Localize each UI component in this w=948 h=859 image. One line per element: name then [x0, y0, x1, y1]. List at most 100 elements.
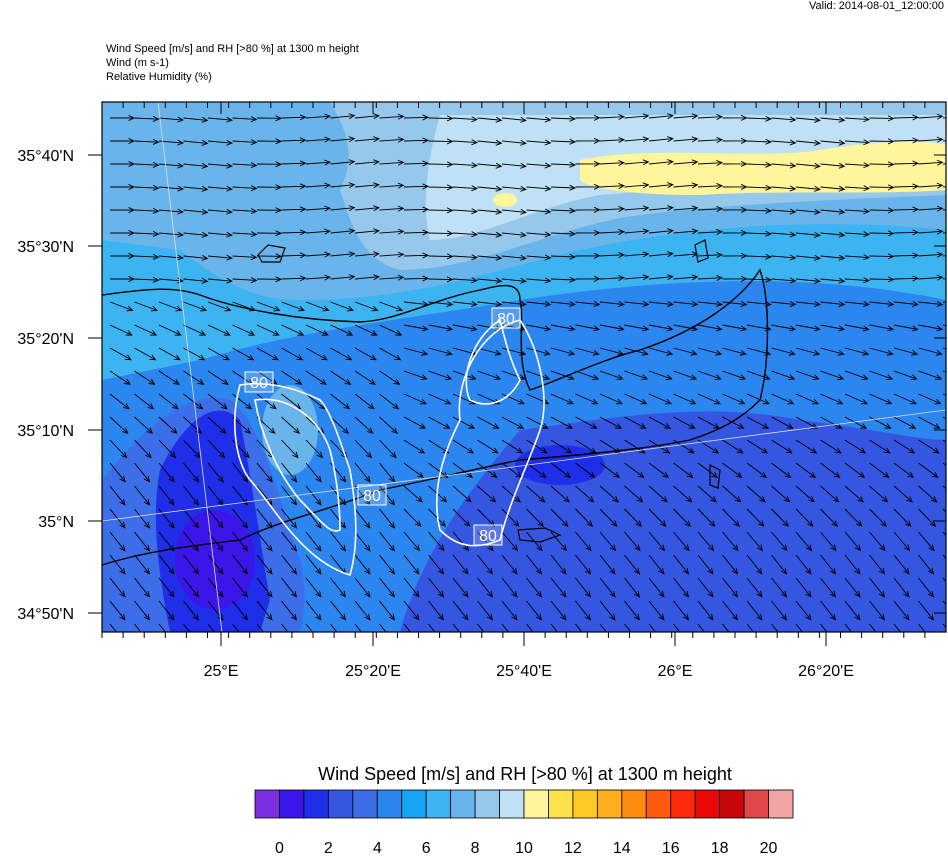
wind-arrow: [599, 275, 626, 281]
wind-arrow: [110, 184, 136, 190]
wind-arrow: [648, 439, 671, 454]
wind-arrow: [550, 115, 577, 122]
wind-arrow: [746, 115, 773, 122]
wind-arrow: [575, 252, 601, 259]
wind-arrow: [624, 462, 645, 479]
wind-arrow: [795, 116, 821, 123]
wind-arrow: [379, 324, 403, 336]
wind-arrow: [575, 114, 601, 121]
wind-arrow: [697, 531, 715, 552]
contour-label-box: [473, 524, 503, 546]
lat-label: 35°10'N: [17, 423, 74, 440]
wind-arrow: [158, 185, 184, 192]
wind-arrow: [869, 161, 895, 168]
wind-arrow: [575, 393, 599, 405]
wind-arrow: [575, 275, 601, 282]
wind-arrow: [673, 274, 699, 281]
wind-arrow: [673, 393, 697, 405]
wind-arrow: [158, 116, 184, 123]
wind-arrow: [379, 439, 397, 459]
wind-arrow: [575, 137, 601, 144]
wind-arrow: [526, 185, 552, 192]
wind-arrow: [330, 159, 356, 166]
wind-arrow: [893, 206, 920, 213]
wind-arrow: [305, 370, 327, 385]
wind-arrow: [844, 254, 870, 261]
wind-arrow: [110, 276, 136, 282]
wind-arrow: [281, 347, 304, 361]
wind-arrow: [183, 139, 209, 146]
contour-label-box: [491, 307, 521, 329]
wind-arrow: [575, 462, 596, 479]
colorbar-title: Wind Speed [m/s] and RH [>80 %] at 1300 …: [318, 764, 732, 784]
wind-arrow: [305, 182, 331, 189]
wind-arrow: [550, 347, 576, 356]
wind-arrow: [648, 531, 666, 552]
contour-label-box: [357, 484, 387, 506]
wind-arrow: [354, 370, 376, 385]
wind-arrow: [673, 554, 690, 575]
wind-arrow: [183, 162, 209, 169]
wind-arrow: [820, 508, 839, 527]
wind-arrow: [158, 231, 184, 238]
wind-arrow: [403, 623, 411, 632]
wind-arrow: [354, 439, 373, 459]
wind-arrow: [893, 301, 919, 307]
field: [262, 385, 318, 475]
wind-arrow: [232, 531, 249, 552]
wind-arrow: [403, 206, 430, 213]
wind-arrow: [403, 183, 430, 190]
wind-arrow: [673, 228, 699, 235]
colorbar-box: [572, 789, 598, 819]
wind-arrow: [477, 116, 503, 123]
wind-arrow: [550, 138, 577, 145]
header-line: Relative Humidity (%): [106, 71, 212, 83]
wind-arrow: [918, 508, 937, 527]
wind-arrow: [820, 208, 846, 215]
wind-arrow: [477, 277, 503, 284]
wind-arrow: [109, 301, 134, 312]
wind-arrow: [403, 485, 423, 503]
colorbar-box: [352, 789, 378, 819]
wind-arrow: [281, 416, 301, 434]
wind-arrow: [354, 531, 371, 552]
wind-arrow: [893, 439, 916, 454]
wind-arrow: [771, 324, 797, 332]
wind-arrow: [771, 185, 797, 192]
wind-arrow: [232, 277, 258, 284]
wind-arrow: [183, 208, 209, 215]
wind-arrow: [550, 462, 572, 479]
wind-arrow: [648, 485, 668, 503]
colorbar-box: [694, 789, 721, 819]
wind-arrow: [820, 554, 837, 575]
wind-arrow: [403, 554, 420, 575]
contour-label: 80: [363, 488, 381, 505]
wind-arrow: [379, 462, 396, 483]
wind-arrow: [158, 347, 181, 361]
colorbar-box: [645, 789, 672, 819]
wind-arrow: [428, 324, 454, 332]
wind-arrow: [746, 276, 773, 283]
wind-arrow: [599, 600, 616, 621]
coastline: [694, 239, 709, 263]
wind-arrow: [550, 416, 574, 429]
wind-arrow: [844, 139, 870, 146]
wind-arrow: [869, 184, 895, 191]
wind-arrow: [158, 462, 175, 483]
wind-arrow: [599, 554, 616, 575]
wind-arrow: [134, 276, 160, 283]
wind-arrow: [232, 462, 249, 483]
wind-arrow: [575, 206, 601, 213]
wind-arrow: [526, 254, 552, 261]
wind-arrow: [305, 531, 322, 552]
coastline: [102, 268, 769, 566]
wind-arrow: [869, 138, 895, 145]
wind-arrow: [820, 277, 846, 284]
wind-arrow: [869, 370, 894, 381]
wind-arrow: [305, 136, 331, 143]
wind-arrow: [501, 531, 519, 552]
wind-arrow: [526, 439, 548, 454]
wind-arrow: [109, 508, 126, 529]
wind-arrow: [795, 531, 813, 552]
wind-arrow: [305, 577, 322, 598]
